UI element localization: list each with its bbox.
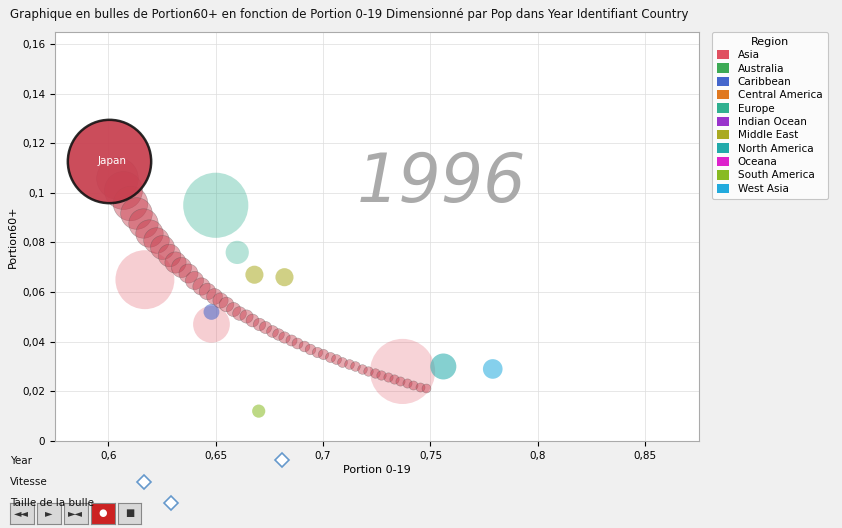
Point: [258, 323, 272, 332]
Text: Graphique en bulles de Portion60+ en fonction de Portion 0-19 Dimensionné par Po: Graphique en bulles de Portion60+ en fon…: [10, 8, 689, 21]
Point: [336, 357, 349, 366]
Y-axis label: Portion60+: Portion60+: [8, 205, 18, 268]
Point: [136, 219, 150, 227]
Point: [188, 276, 201, 284]
Text: 1996: 1996: [356, 150, 526, 216]
Point: [142, 228, 156, 237]
Point: [375, 371, 388, 380]
Point: [103, 156, 116, 165]
Point: [130, 209, 143, 217]
Point: [194, 281, 207, 290]
Point: [207, 291, 221, 300]
Point: [248, 270, 261, 279]
Point: [381, 373, 394, 381]
Point: [205, 308, 218, 316]
Point: [110, 174, 124, 182]
Point: [310, 347, 323, 356]
Point: [387, 375, 401, 383]
Point: [123, 199, 136, 207]
Text: Japan: Japan: [97, 156, 126, 166]
Point: [156, 243, 169, 252]
Point: [239, 312, 253, 320]
Point: [205, 320, 218, 328]
Legend: Asia, Australia, Caribbean, Central America, Europe, Indian Ocean, Middle East, : Asia, Australia, Caribbean, Central Amer…: [711, 32, 828, 199]
Point: [231, 248, 244, 257]
Point: [394, 377, 408, 385]
Point: [209, 201, 222, 210]
Point: [265, 326, 279, 335]
Point: [407, 381, 420, 389]
Point: [486, 365, 499, 373]
Point: [278, 273, 291, 281]
Point: [303, 345, 317, 353]
Point: [285, 336, 298, 344]
Text: Year: Year: [10, 456, 32, 466]
Point: [220, 300, 233, 309]
Point: [278, 333, 291, 342]
Text: Taille de la bulle: Taille de la bulle: [10, 498, 94, 508]
Point: [103, 156, 116, 165]
Point: [138, 276, 152, 284]
Point: [213, 296, 226, 304]
Point: [181, 269, 195, 278]
Point: [252, 407, 265, 416]
Point: [419, 384, 433, 392]
Point: [329, 355, 343, 363]
Point: [396, 367, 409, 375]
Text: ►◄: ►◄: [68, 508, 83, 518]
Text: ►: ►: [45, 508, 52, 518]
Point: [437, 362, 450, 371]
Point: [322, 353, 336, 361]
Point: [226, 305, 240, 313]
Point: [349, 362, 362, 371]
Point: [355, 364, 369, 373]
Point: [368, 369, 381, 377]
Point: [290, 339, 304, 347]
Point: [413, 382, 427, 391]
Point: [232, 308, 246, 317]
Point: [342, 360, 355, 368]
Point: [200, 287, 214, 295]
Text: ■: ■: [125, 508, 134, 518]
Point: [246, 316, 259, 324]
Point: [361, 367, 375, 375]
Point: [162, 251, 175, 259]
Point: [117, 186, 131, 195]
Point: [271, 330, 285, 338]
Point: [317, 350, 330, 359]
Point: [252, 319, 265, 328]
Text: ◄◄: ◄◄: [14, 508, 29, 518]
Point: [168, 258, 182, 267]
Text: ●: ●: [99, 508, 107, 518]
Point: [149, 236, 163, 244]
Point: [174, 263, 188, 271]
X-axis label: Portion 0-19: Portion 0-19: [343, 465, 411, 475]
Text: Vitesse: Vitesse: [10, 477, 48, 487]
Point: [400, 379, 413, 387]
Point: [297, 342, 311, 351]
